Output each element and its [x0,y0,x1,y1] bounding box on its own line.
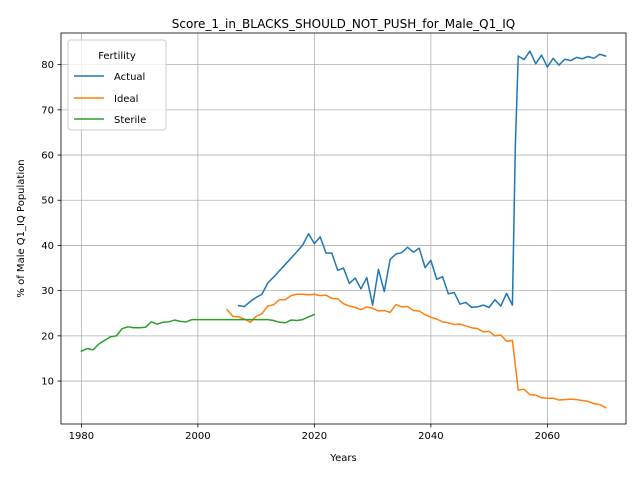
x-axis-label: Years [329,453,356,464]
y-tick-label: 30 [41,286,54,297]
chart-title: Score_1_in_BLACKS_SHOULD_NOT_PUSH_for_Ma… [172,17,515,31]
y-tick-label: 20 [41,331,54,342]
legend-title: Fertility [98,51,136,62]
legend-label-ideal: Ideal [114,94,138,105]
x-tick-label: 2040 [418,431,443,442]
legend-label-sterile: Sterile [114,115,146,126]
legend-label-actual: Actual [114,72,145,83]
x-tick-label: 2020 [302,431,327,442]
x-tick-label: 1980 [69,431,94,442]
y-tick-label: 40 [41,241,54,252]
y-axis-label: % of Male Q1_IQ Population [16,159,27,297]
y-tick-label: 60 [41,151,54,162]
legend: Fertility Actual Ideal Sterile [68,40,166,130]
y-tick-label: 50 [41,196,54,207]
x-tick-label: 2060 [535,431,560,442]
x-tick-label: 2000 [185,431,210,442]
y-tick-label: 70 [41,105,54,116]
y-tick-label: 10 [41,377,54,388]
y-tick-label: 80 [41,60,54,71]
